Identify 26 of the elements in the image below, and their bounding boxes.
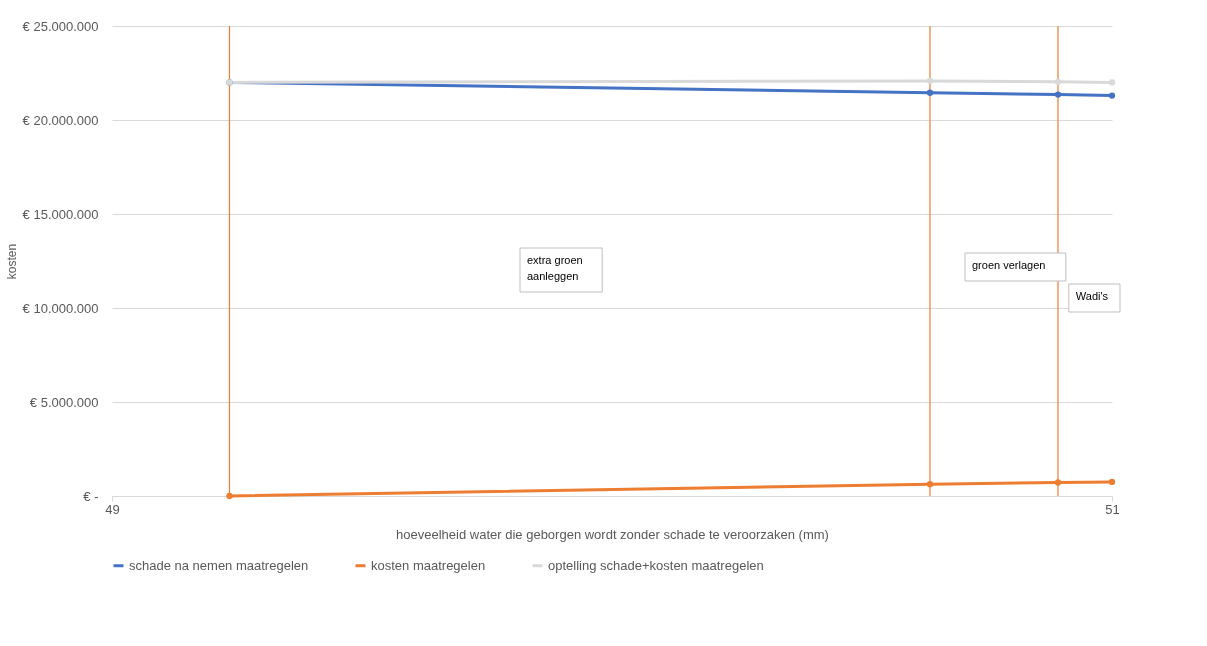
point [1054, 479, 1062, 486]
y-tick-label: € 5.000.000 [29, 394, 99, 410]
y-tick-label: € - [83, 488, 99, 504]
y-tick-label: € 10.000.000 [22, 300, 99, 316]
y-axis-title: kosten [4, 243, 19, 280]
point [926, 77, 934, 85]
legend-label: optelling schade+kosten maatregelen [548, 557, 764, 573]
annotation: extra groen aanleggen [527, 254, 583, 282]
point [1108, 79, 1116, 86]
point [1054, 78, 1062, 85]
x-tick-label: 49 [105, 501, 120, 517]
point [926, 481, 934, 488]
legend-label: schade na nemen maatregelen [129, 557, 309, 573]
legend-label: kosten maatregelen [371, 557, 486, 573]
x-tick-label: 51 [1105, 501, 1120, 517]
y-tick-label: € 25.000.000 [22, 18, 99, 34]
point [926, 89, 934, 96]
y-tick-label: € 15.000.000 [22, 206, 99, 222]
y-tick-label: € 20.000.000 [22, 112, 99, 128]
point [226, 492, 233, 500]
point [1108, 92, 1116, 99]
point [1054, 91, 1062, 98]
point [1108, 478, 1116, 486]
annotation: groen verlagen [972, 259, 1046, 271]
x-axis-title: hoeveelheid water die geborgen wordt zonder schade te veroorzaken (mm) [396, 526, 829, 542]
annotation: Wadi's [1075, 290, 1109, 302]
